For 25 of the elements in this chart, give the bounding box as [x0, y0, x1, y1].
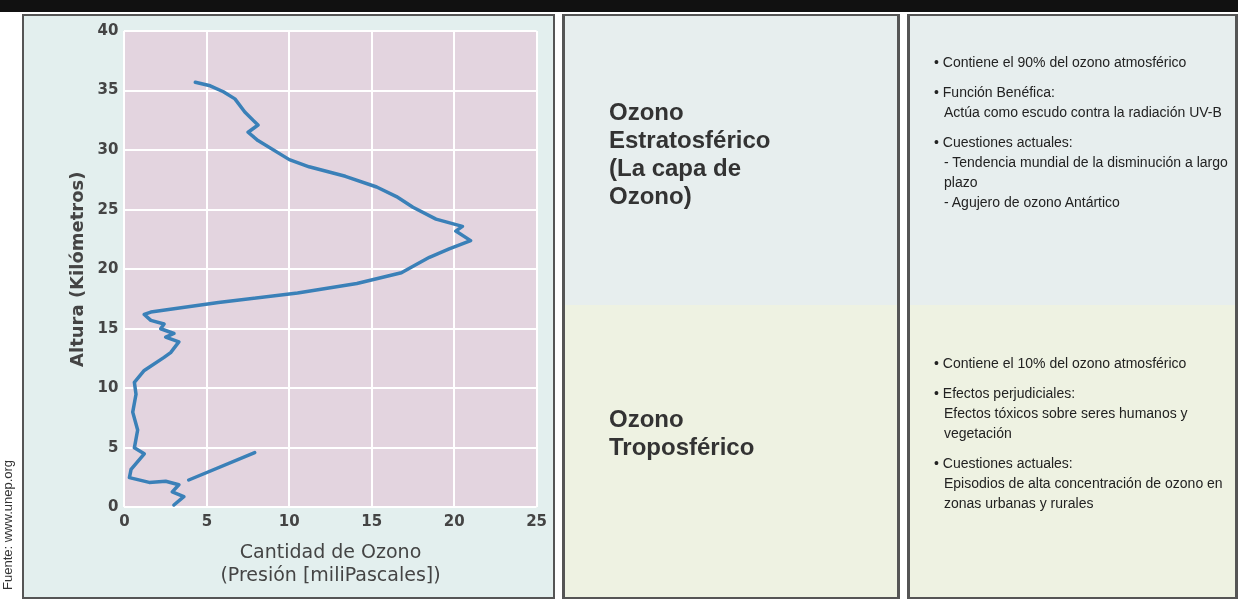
text: • Función Benéfica: Actúa como escudo contra la radiación UV-B	[934, 83, 1223, 122]
text: • Contiene el 10% del ozono atmosférico	[934, 354, 1188, 373]
x-tick-label: 25	[526, 512, 547, 531]
y-tick-label: 20	[97, 259, 119, 278]
x-tick-label: 5	[201, 512, 213, 531]
y-tick-label: 15	[97, 318, 119, 337]
y-tick-label: 0	[108, 497, 119, 516]
text: Ozono Troposférico	[562, 305, 900, 599]
x-tick-label: 10	[278, 512, 300, 531]
y-tick-label: 10	[97, 378, 119, 397]
text: • Cuestiones actuales: Episodios de alta concentración de ozono en zonas urbanas y rurales	[934, 454, 1224, 513]
text: • Cuestiones actuales: - Tendencia mundial de la disminución a largo plazo - Agujero de ozono Antártico	[934, 133, 1229, 212]
source-note: Fuente: www.unep.org	[0, 458, 16, 590]
y-tick-label: 40	[97, 20, 119, 39]
y-tick-label: 35	[97, 80, 119, 99]
text: • Contiene el 90% del ozono atmosférico	[934, 53, 1188, 72]
y-tick-label: 25	[97, 199, 119, 218]
y-tick-label: 5	[108, 437, 119, 456]
x-tick-label: 15	[361, 512, 383, 531]
x-axis-title: Cantidad de Ozono (Presión [miliPascales])	[220, 539, 441, 585]
x-tick-label: 20	[443, 512, 465, 531]
y-tick-label: 30	[97, 139, 119, 158]
text: Ozono Estratosférico (La capa de Ozono)	[562, 14, 900, 305]
text: • Efectos perjudiciales: Efectos tóxicos sobre seres humanos y vegetación	[934, 384, 1189, 443]
y-axis-title: Altura (Kilómetros)	[66, 171, 88, 367]
